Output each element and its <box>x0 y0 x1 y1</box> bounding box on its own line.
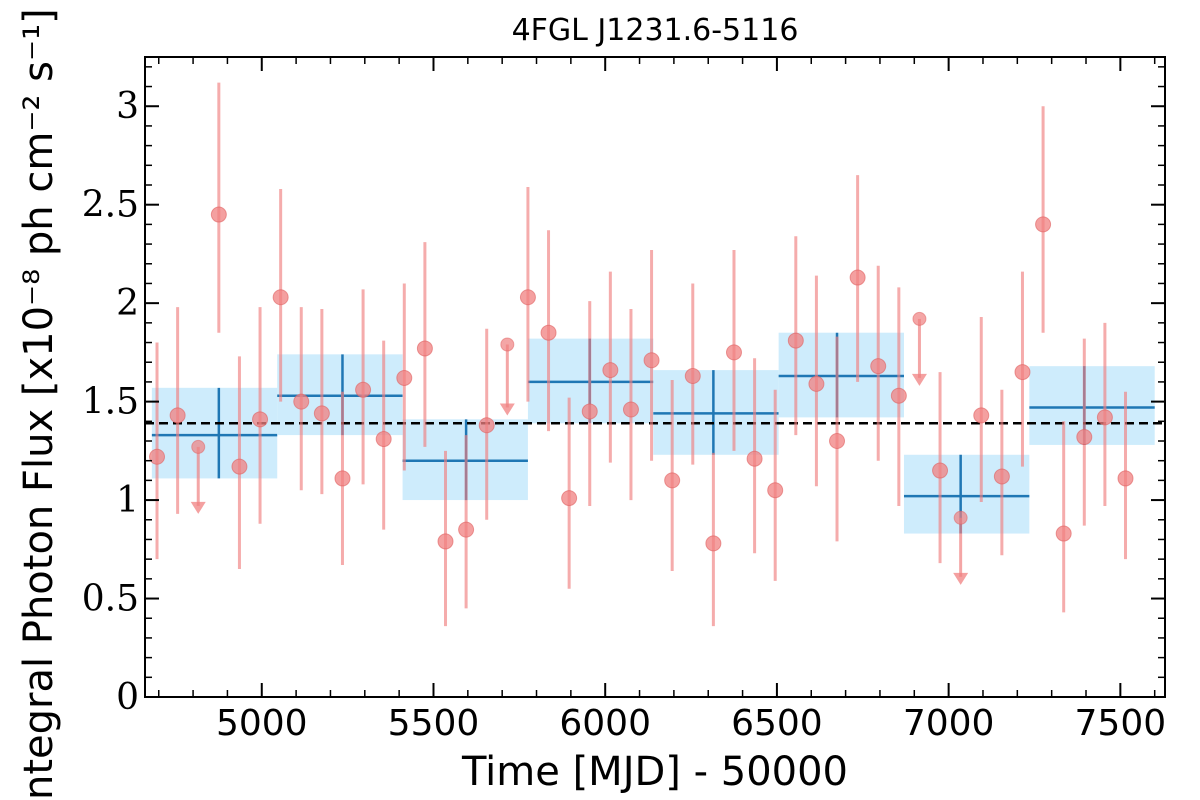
data-point-18 <box>519 289 536 306</box>
data-point-35 <box>870 358 887 375</box>
upper-limit-arrow-2 <box>190 501 206 514</box>
data-point-38 <box>932 462 949 479</box>
x-tick-label-0: 5000 <box>216 703 308 744</box>
data-point-23 <box>622 401 639 418</box>
data-point-40 <box>973 407 990 424</box>
y-tick-label-5: 2.5 <box>82 185 139 226</box>
data-point-42 <box>1014 364 1031 381</box>
data-point-13 <box>416 340 433 357</box>
plot-frame <box>144 56 1166 698</box>
data-point-32 <box>808 375 825 392</box>
upper-limit-arrow-39 <box>953 572 969 585</box>
data-point-22 <box>602 362 619 379</box>
bin-band-0 <box>151 387 278 479</box>
data-point-31 <box>787 332 804 349</box>
data-point-10 <box>355 381 372 398</box>
data-point-9 <box>334 470 351 487</box>
data-point-4 <box>231 458 248 475</box>
data-point-7 <box>293 393 310 410</box>
x-tick-label-1: 5500 <box>388 703 480 744</box>
bin-band-6 <box>903 454 1030 534</box>
data-point-24 <box>643 352 660 369</box>
y-tick-label-6: 3 <box>116 86 139 127</box>
data-point-47 <box>1117 470 1134 487</box>
data-point-33 <box>829 433 846 449</box>
x-tick-label-5: 7500 <box>1075 703 1167 744</box>
y-tick-label-3: 1.5 <box>82 382 139 423</box>
data-point-15 <box>458 521 475 538</box>
x-tick-label-3: 6500 <box>731 703 823 744</box>
data-point-34 <box>849 269 866 286</box>
data-point-14 <box>437 533 454 550</box>
upper-limit-point-17 <box>500 337 515 352</box>
x-axis-label: Time [MJD] - 50000 <box>461 749 848 795</box>
data-point-3 <box>210 206 227 223</box>
data-point-11 <box>375 431 392 448</box>
y-tick-label-4: 2 <box>116 283 139 324</box>
data-point-12 <box>396 369 413 386</box>
axes: 5000 5500 6000 6500 7000 7500 0 0.5 1 1.5 2 2.5 3 <box>82 56 1167 744</box>
upper-limit-arrow-17 <box>499 403 515 416</box>
data-point-20 <box>561 490 578 507</box>
y-tick-label-1: 0.5 <box>82 579 139 620</box>
data-point-5 <box>252 411 269 428</box>
data-point-45 <box>1076 429 1093 446</box>
data-point-26 <box>684 368 701 385</box>
x-tick-label-2: 6000 <box>559 703 651 744</box>
fine-flux-layer <box>149 82 1134 627</box>
y-tick-label-2: 1 <box>116 480 139 521</box>
data-point-27 <box>705 535 722 552</box>
upper-limit-arrow-37 <box>911 373 927 386</box>
data-point-30 <box>767 482 784 499</box>
upper-limit-point-2 <box>191 439 206 454</box>
upper-limit-point-39 <box>953 510 968 525</box>
data-point-6 <box>272 289 289 306</box>
y-axis-label: Integral Photon Flux [x10⁻⁸ ph cm⁻² s⁻¹] <box>16 8 62 800</box>
data-point-1 <box>169 407 186 424</box>
y-tick-label-0: 0 <box>116 677 139 718</box>
data-point-28 <box>725 344 742 361</box>
data-point-16 <box>478 417 495 434</box>
data-point-25 <box>664 472 681 489</box>
data-point-43 <box>1035 216 1052 233</box>
chart-title: 4FGL J1231.6-5116 <box>512 13 799 48</box>
data-point-46 <box>1096 409 1113 426</box>
data-point-8 <box>313 405 330 422</box>
data-point-0 <box>149 448 166 465</box>
data-point-21 <box>581 403 598 420</box>
upper-limit-point-37 <box>912 311 927 326</box>
data-point-19 <box>540 324 557 341</box>
bin-band-7 <box>1029 366 1155 445</box>
x-tick-label-4: 7000 <box>903 703 995 744</box>
data-point-41 <box>993 468 1010 485</box>
data-point-36 <box>890 387 907 404</box>
data-point-29 <box>746 450 763 467</box>
data-point-44 <box>1055 525 1072 542</box>
